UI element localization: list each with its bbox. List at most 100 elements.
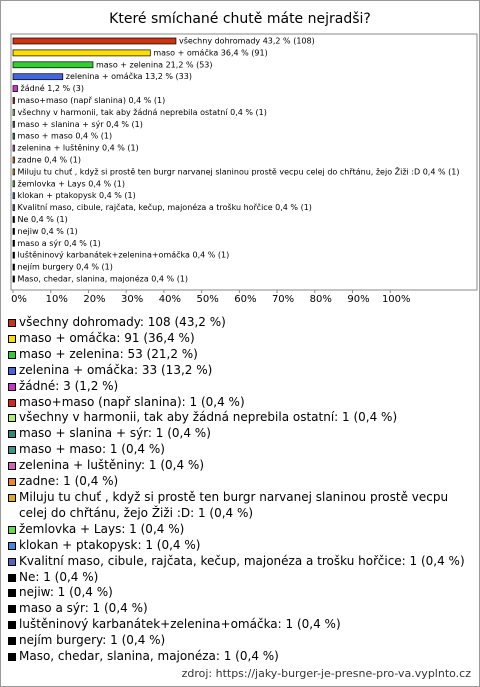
legend-label: nejiw: 1 (0,4 %) — [19, 585, 113, 600]
legend-swatch — [8, 334, 16, 343]
legend-item: maso a sýr: 1 (0,4 %) — [7, 601, 473, 617]
bar-label: žádné 1,2 % (3) — [21, 83, 84, 93]
bar — [12, 61, 94, 69]
bar — [12, 239, 15, 247]
legend-swatch — [8, 637, 16, 646]
bar-label: maso a sýr 0,4 % (1) — [18, 239, 101, 248]
bar-label: zelenina + luštěniny 0,4 % (1) — [18, 143, 139, 153]
legend-swatch — [8, 319, 16, 327]
legend-item: maso + zelenina: 53 (21,2 %) — [7, 347, 473, 363]
legend-label: všechny v harmonii, tak aby žádná nepreb… — [19, 410, 398, 425]
bar — [12, 156, 15, 164]
legend-swatch — [8, 621, 16, 630]
bar — [12, 132, 15, 140]
legend-item: žádné: 3 (1,2 %) — [7, 379, 473, 395]
legend-label: všechny dohromady: 108 (43,2 %) — [19, 315, 226, 329]
legend-label: zelenina + omáčka: 33 (13,2 %) — [19, 362, 213, 377]
bar-label: zelenina + omáčka 13,2 % (33) — [66, 71, 192, 81]
x-tick-label: 40% — [159, 294, 181, 305]
bar-label: všechny dohromady 43,2 % (108) — [179, 36, 315, 46]
bar — [12, 275, 15, 283]
bar-label: Ne 0,4 % (1) — [18, 215, 68, 224]
legend-item: luštěninový karbanátek+zelenina+omáčka: … — [7, 617, 473, 633]
x-tick-label: 10% — [46, 294, 68, 305]
legend-item: Maso, chedar, slanina, majonéza: 1 (0,4 … — [7, 649, 473, 665]
legend-swatch — [8, 382, 16, 391]
x-tick-label: 30% — [121, 294, 143, 305]
chart: Které smíchané chutě máte nejradši? 0% 10… — [10, 11, 478, 305]
legend-item: nejím burgery: 1 (0,4 %) — [7, 633, 473, 649]
legend-item: žemlovka + Lays: 1 (0,4 %) — [7, 522, 473, 538]
legend-label: maso + maso: 1 (0,4 %) — [19, 442, 165, 457]
bar-label: Miluju tu chuť , když si prostě ten burg… — [18, 165, 460, 176]
legend: všechny dohromady: 108 (43,2 %) maso + om… — [7, 315, 473, 665]
legend-item: maso + slanina + sýr: 1 (0,4 %) — [7, 426, 473, 442]
bar-label: maso + zelenina 21,2 % (53) — [96, 60, 213, 69]
legend-swatch — [8, 350, 16, 359]
legend-item: maso+maso (např slanina): 1 (0,4 %) — [7, 395, 473, 411]
bar-label: maso+maso (např slanina) 0,4 % (1) — [18, 96, 166, 105]
legend-swatch — [8, 478, 16, 487]
bar — [12, 168, 15, 176]
chart-title: Které smíchané chutě máte nejradši? — [109, 11, 371, 27]
bar-label: maso + slanina + sýr 0,4 % (1) — [18, 120, 143, 129]
legend-label: maso + zelenina: 53 (21,2 %) — [19, 346, 198, 361]
legend-item: zadne: 1 (0,4 %) — [7, 474, 473, 490]
bar-label: nejiw 0,4 % (1) — [18, 227, 78, 236]
x-tick-label: 90% — [347, 294, 369, 305]
legend-swatch — [8, 493, 16, 502]
bar — [12, 204, 15, 211]
bar — [12, 144, 15, 152]
bar — [12, 192, 15, 200]
legend-swatch — [8, 653, 16, 662]
bar — [12, 263, 15, 271]
legend-item: Miluju tu chuť , když si prostě ten burg… — [7, 490, 473, 522]
bar — [12, 37, 177, 45]
legend-item: maso + omáčka: 91 (36,4 %) — [7, 331, 473, 347]
x-tick-label: 70% — [272, 294, 294, 305]
bar-label: nejím burgery 0,4 % (1) — [18, 263, 113, 272]
legend-swatch — [8, 541, 16, 550]
legend-swatch — [8, 573, 16, 582]
legend-label: žemlovka + Lays: 1 (0,4 %) — [19, 521, 185, 536]
bar — [12, 97, 15, 104]
x-tick-label: 0% — [11, 294, 27, 305]
legend-label: zelenina + luštěniny: 1 (0,4 %) — [19, 458, 205, 473]
bar — [12, 109, 15, 116]
legend-item: všechny dohromady: 108 (43,2 %) — [7, 315, 473, 331]
legend-item: zelenina + omáčka: 33 (13,2 %) — [7, 363, 473, 379]
legend-label: maso + omáčka: 91 (36,4 %) — [19, 330, 195, 345]
bar — [12, 85, 18, 92]
legend-label: Ne: 1 (0,4 %) — [19, 569, 99, 584]
legend-swatch — [8, 414, 16, 423]
legend-item: nejiw: 1 (0,4 %) — [7, 585, 473, 601]
bar — [12, 120, 15, 128]
legend-swatch — [8, 446, 16, 455]
legend-item: klokan + ptakopysk: 1 (0,4 %) — [7, 538, 473, 554]
bar-label: všechny v harmonii, tak aby žádná nepreb… — [18, 107, 267, 117]
bar-label: maso + omáčka 36,4 % (91) — [153, 47, 267, 57]
legend-label: Maso, chedar, slanina, majonéza: 1 (0,4 … — [19, 649, 279, 664]
x-tick-label: 20% — [83, 294, 105, 305]
x-tick-label: 50% — [197, 294, 219, 305]
bar — [12, 228, 15, 235]
source: zdroj: https://jaky-burger-je-presne-pro… — [181, 667, 471, 680]
legend-label: nejím burgery: 1 (0,4 %) — [19, 633, 166, 648]
legend-swatch — [8, 525, 16, 534]
plot-frame — [10, 33, 478, 291]
legend-swatch — [8, 398, 16, 407]
legend-item: zelenina + luštěniny: 1 (0,4 %) — [7, 458, 473, 474]
bar — [12, 216, 15, 223]
legend-label: maso + slanina + sýr: 1 (0,4 %) — [19, 426, 211, 441]
bar-label: žemlovka + Lays 0,4 % (1) — [18, 179, 126, 188]
legend-item: všechny v harmonii, tak aby žádná nepreb… — [7, 410, 473, 426]
legend-label: Kvalitní maso, cibule, rajčata, kečup, m… — [19, 553, 465, 568]
bar-label: luštěninový karbanátek+zelenina+omáčka 0… — [18, 250, 230, 260]
legend-item: Kvalitní maso, cibule, rajčata, kečup, m… — [7, 554, 473, 570]
bar-label: Maso, chedar, slanina, majonéza 0,4 % (1… — [18, 274, 189, 284]
bar — [12, 73, 64, 81]
legend-swatch — [8, 462, 16, 471]
legend-item: Ne: 1 (0,4 %) — [7, 570, 473, 586]
legend-swatch — [8, 430, 16, 439]
legend-swatch — [8, 557, 16, 566]
